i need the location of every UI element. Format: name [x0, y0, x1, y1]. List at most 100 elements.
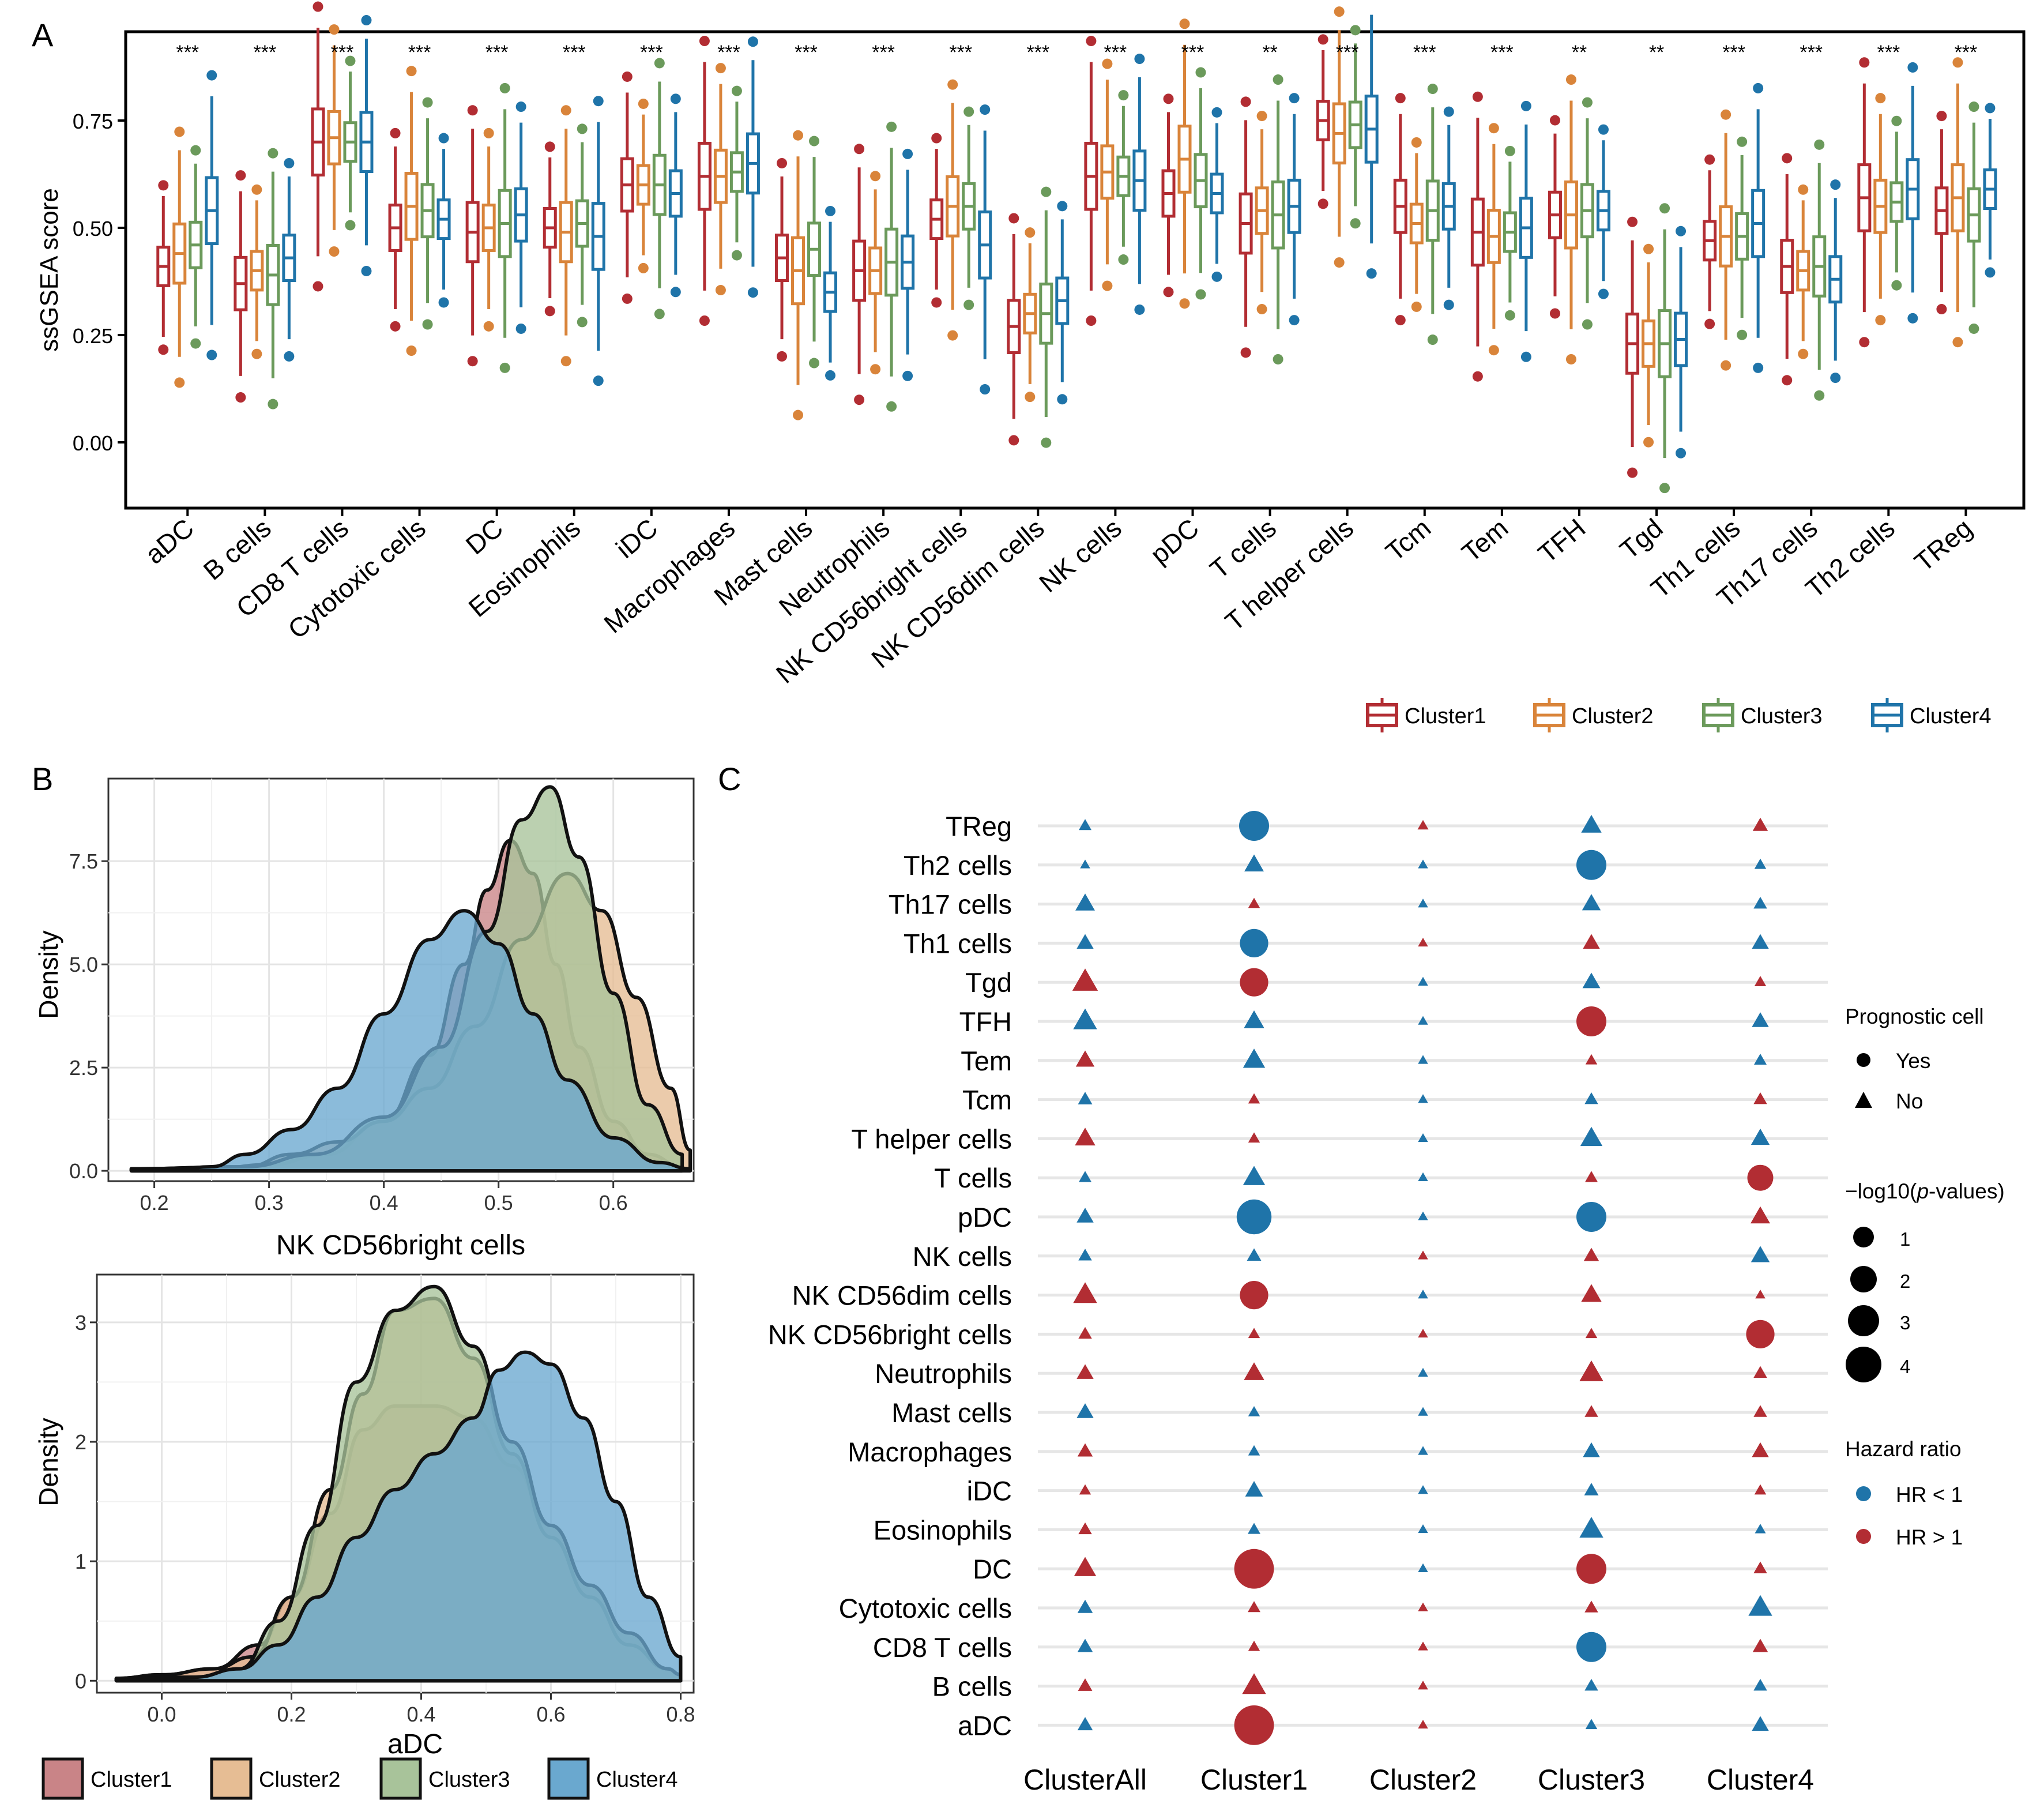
outlier-lo-nk-cells-c1 — [1086, 315, 1097, 326]
point-mast-cells-cluster4 — [1753, 1405, 1767, 1417]
outlier-lo-th2-cells-c4 — [1907, 313, 1918, 324]
x-tick-label-4: 0.8 — [666, 1703, 695, 1726]
legend-label-cluster1: Cluster1 — [91, 1768, 172, 1792]
point-nk-cd56dim-cells-cluster3 — [1581, 1284, 1602, 1302]
point-dc-clusterall — [1074, 1557, 1097, 1576]
outlier-lo-neutrophils-c1 — [854, 394, 865, 405]
outlier-lo-dc-c1 — [467, 356, 478, 367]
outlier-hi-th17-cells-c1 — [1782, 153, 1793, 164]
outlier-hi-nk-cells-c4 — [1134, 54, 1145, 65]
outlier-lo-th1-cells-c3 — [1737, 329, 1748, 340]
outlier-lo-tem-c2 — [1488, 345, 1499, 356]
outlier-hi-t-helper-cells-c1 — [1318, 34, 1328, 45]
point-cytotoxic-cells-cluster4 — [1748, 1595, 1772, 1616]
y-tick-label-3: 3 — [75, 1311, 86, 1335]
y-tick-label-3: 0.75 — [73, 110, 113, 133]
outlier-hi-macrophages-c3 — [731, 85, 742, 96]
boxgroup-eosinophils — [543, 96, 605, 386]
outlier-hi-cd8-t-cells-c4 — [361, 15, 372, 26]
point-cytotoxic-cells-clusterall — [1077, 1599, 1093, 1613]
point-th1-cells-cluster4 — [1752, 934, 1769, 949]
sig-tfh: ** — [1572, 42, 1587, 63]
outlier-hi-eosinophils-c2 — [560, 105, 571, 116]
point-b-cells-cluster1 — [1242, 1673, 1266, 1694]
outlier-lo-neutrophils-c4 — [902, 370, 913, 381]
outlier-hi-tem-c4 — [1520, 100, 1531, 111]
outlier-hi-th1-cells-c1 — [1704, 154, 1715, 165]
outlier-lo-nk-cd56bright-cells-c1 — [931, 297, 942, 308]
point-th17-cells-cluster1 — [1248, 897, 1260, 908]
outlier-lo-nk-cd56dim-cells-c3 — [1041, 437, 1052, 448]
outlier-hi-eosinophils-c1 — [544, 141, 555, 152]
outlier-lo-tem-c4 — [1520, 351, 1531, 362]
outlier-hi-nk-cd56bright-cells-c1 — [931, 133, 942, 144]
row-label-adc: aDC — [958, 1710, 1012, 1741]
sig-adc: *** — [176, 42, 199, 63]
outlier-hi-neutrophils-c2 — [870, 171, 881, 182]
point-t-helper-cells-cluster4 — [1751, 1128, 1770, 1145]
point-tfh-cluster2 — [1418, 1016, 1428, 1025]
outlier-lo-th17-cells-c1 — [1782, 375, 1793, 386]
x-tick-label-0: 0.2 — [140, 1191, 169, 1215]
outlier-lo-dc-c4 — [515, 323, 526, 334]
point-nk-cd56dim-cells-cluster2 — [1418, 1290, 1428, 1299]
outlier-lo-t-cells-c1 — [1240, 347, 1251, 358]
outlier-hi-mast-cells-c4 — [825, 205, 836, 216]
point-nk-cells-cluster1 — [1247, 1248, 1262, 1261]
panel-b1-ylabel: Density — [33, 930, 63, 1019]
panel-b-density-adc: 0.0 0.2 0.4 0.6 0.8 0 1 2 3 aDC Density — [33, 1273, 695, 1760]
col-label-cluster3: Cluster3 — [1538, 1764, 1645, 1796]
outlier-hi-tem-c1 — [1472, 91, 1483, 102]
sig-tem: *** — [1490, 42, 1514, 63]
outlier-hi-tcm-c3 — [1427, 84, 1438, 95]
point-th2-cells-clusterall — [1080, 859, 1090, 869]
point-cd8-t-cells-cluster1 — [1248, 1640, 1260, 1651]
outlier-hi-nk-cd56dim-cells-c1 — [1008, 213, 1019, 224]
point-eosinophils-cluster2 — [1418, 1524, 1428, 1534]
outlier-hi-tem-c3 — [1504, 145, 1515, 156]
outlier-lo-cytotoxic-cells-c4 — [438, 297, 449, 308]
outlier-lo-t-helper-cells-c4 — [1366, 268, 1377, 279]
outlier-hi-adc-c2 — [174, 126, 185, 137]
outlier-lo-cd8-t-cells-c4 — [361, 265, 372, 276]
outlier-lo-tcm-c1 — [1395, 315, 1406, 326]
boxgroup-t-cells — [1239, 74, 1301, 364]
point-eosinophils-clusterall — [1078, 1522, 1092, 1535]
outlier-hi-tfh-c2 — [1565, 74, 1576, 85]
outlier-hi-th1-cells-c4 — [1753, 82, 1764, 93]
point-nk-cd56bright-cells-cluster4 — [1746, 1320, 1775, 1348]
row-label-cd8-t-cells: CD8 T cells — [873, 1632, 1012, 1663]
outlier-hi-tcm-c4 — [1443, 106, 1454, 117]
outlier-hi-th2-cells-c3 — [1891, 115, 1902, 126]
outlier-lo-idc-c3 — [654, 309, 665, 320]
sig-cytotoxic-cells: *** — [408, 42, 431, 63]
outlier-lo-th2-cells-c3 — [1891, 280, 1902, 291]
point-th2-cells-cluster2 — [1418, 859, 1428, 869]
x-tick-label-2: 0.4 — [370, 1191, 398, 1215]
outlier-lo-b-cells-c4 — [284, 351, 295, 362]
outlier-lo-th17-cells-c3 — [1814, 390, 1825, 401]
legend-size-title: −log10(p-values) — [1845, 1179, 2005, 1203]
point-tgd-clusterall — [1072, 968, 1098, 991]
row-label-mast-cells: Mast cells — [891, 1397, 1012, 1428]
panel-label-b: B — [32, 761, 53, 797]
outlier-lo-macrophages-c2 — [715, 285, 726, 296]
point-nk-cd56bright-cells-cluster3 — [1585, 1328, 1598, 1339]
outlier-lo-macrophages-c1 — [699, 315, 710, 326]
outlier-lo-nk-cd56bright-cells-c3 — [963, 299, 974, 310]
outlier-hi-cd8-t-cells-c3 — [345, 55, 356, 66]
point-mast-cells-cluster2 — [1418, 1407, 1428, 1416]
outlier-hi-pdc-c1 — [1163, 93, 1174, 104]
x-label-macrophages: Macrophages — [598, 513, 740, 639]
y-tick-label-2: 0.50 — [73, 217, 113, 240]
point-tcm-cluster4 — [1753, 1092, 1767, 1104]
y-tick-label-2: 5.0 — [69, 953, 98, 976]
y-tick-label-2: 2 — [75, 1430, 86, 1454]
outlier-hi-th1-cells-c3 — [1737, 136, 1748, 147]
legend-shape-no-label: No — [1896, 1089, 1923, 1113]
outlier-hi-b-cells-c2 — [251, 184, 262, 195]
outlier-hi-nk-cells-c3 — [1118, 90, 1129, 101]
legend-color-title: Hazard ratio — [1845, 1437, 1962, 1461]
outlier-hi-adc-c3 — [190, 145, 201, 156]
x-tick-label-1: 0.3 — [255, 1191, 284, 1215]
